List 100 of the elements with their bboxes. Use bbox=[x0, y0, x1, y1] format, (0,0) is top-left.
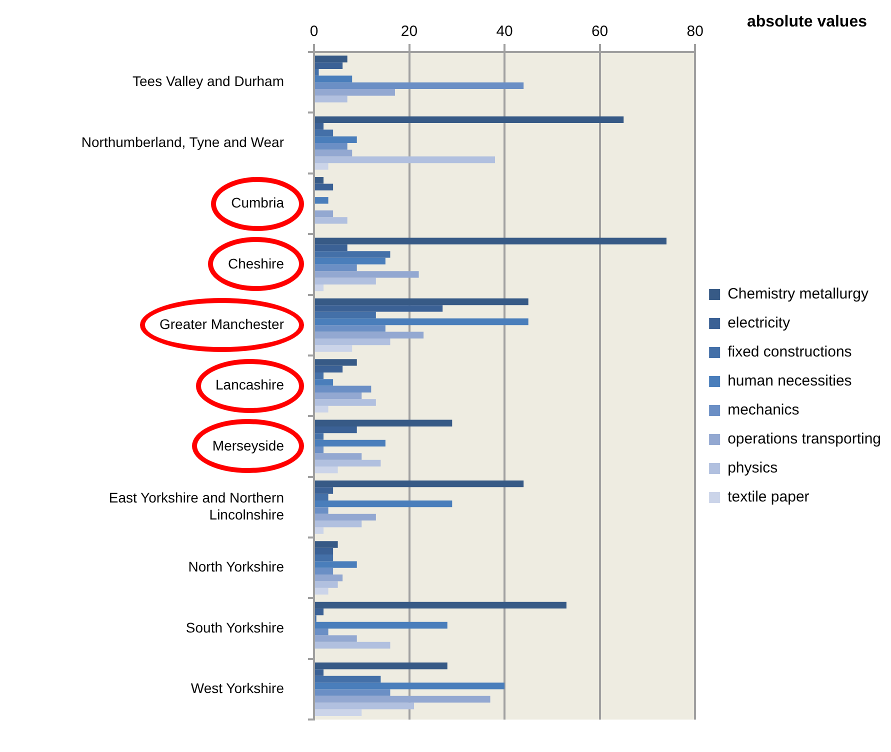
bar bbox=[315, 466, 338, 474]
bar bbox=[315, 379, 334, 386]
bar bbox=[315, 608, 324, 616]
bar bbox=[315, 709, 362, 716]
bar bbox=[315, 244, 348, 252]
bar bbox=[315, 676, 381, 683]
bar bbox=[315, 548, 334, 555]
bar bbox=[315, 359, 357, 366]
bar bbox=[315, 278, 376, 284]
bar bbox=[315, 156, 496, 164]
bar bbox=[315, 568, 334, 575]
y-tick-label: North Yorkshire bbox=[188, 558, 284, 575]
legend-label: operations transporting bbox=[728, 430, 882, 448]
bar bbox=[315, 184, 334, 190]
bar bbox=[315, 642, 390, 649]
y-tick-label: Merseyside bbox=[212, 437, 284, 454]
bar bbox=[315, 62, 343, 69]
y-tick-label: Tees Valley and Durham bbox=[132, 73, 284, 90]
bar bbox=[315, 284, 324, 292]
bar bbox=[315, 332, 424, 338]
bar bbox=[315, 68, 319, 76]
bar bbox=[315, 561, 357, 568]
x-tick-label: 40 bbox=[496, 23, 513, 40]
bar bbox=[315, 662, 448, 670]
bar bbox=[315, 682, 505, 690]
bar bbox=[315, 399, 376, 406]
legend-label: electricity bbox=[728, 314, 791, 332]
bar bbox=[315, 487, 334, 494]
bar bbox=[315, 702, 414, 710]
y-tick-label: Greater Manchester bbox=[160, 316, 284, 332]
bar bbox=[315, 372, 324, 380]
legend-label: Chemistry metallurgy bbox=[728, 286, 869, 303]
bar bbox=[315, 258, 386, 264]
legend-label: human necessities bbox=[728, 372, 852, 390]
bar bbox=[315, 520, 362, 528]
bar bbox=[315, 197, 328, 204]
bar bbox=[315, 574, 343, 582]
bar bbox=[315, 238, 666, 244]
y-tick-label: West Yorkshire bbox=[190, 680, 284, 696]
legend-label: textile paper bbox=[728, 488, 810, 506]
bar bbox=[315, 669, 324, 676]
bar bbox=[315, 163, 328, 170]
bar bbox=[315, 210, 334, 218]
legend-label: mechanics bbox=[728, 402, 800, 419]
bar bbox=[315, 554, 334, 562]
bar bbox=[315, 494, 328, 501]
bar bbox=[315, 696, 490, 703]
bar bbox=[315, 453, 362, 460]
bar bbox=[315, 136, 357, 144]
bar bbox=[315, 312, 376, 318]
bar bbox=[315, 588, 328, 595]
x-tick-label: 0 bbox=[310, 23, 318, 40]
bar bbox=[315, 514, 376, 521]
bar bbox=[315, 123, 324, 130]
bar bbox=[315, 82, 524, 90]
bar bbox=[315, 76, 352, 82]
bar bbox=[315, 460, 381, 467]
bar bbox=[315, 177, 324, 184]
y-tick-label: South Yorkshire bbox=[186, 619, 284, 636]
bar bbox=[315, 366, 343, 372]
bar bbox=[315, 150, 352, 156]
bar bbox=[315, 622, 448, 629]
bar bbox=[315, 386, 372, 392]
bar bbox=[315, 89, 395, 96]
text: absolute values bbox=[746, 13, 868, 30]
bar bbox=[315, 628, 328, 636]
bar bbox=[315, 56, 348, 62]
bar bbox=[315, 318, 528, 326]
bar bbox=[315, 264, 357, 272]
y-tick-label: East Yorkshire and Northern Lincolnshire bbox=[108, 490, 284, 522]
bar bbox=[315, 298, 528, 306]
bar bbox=[315, 325, 386, 332]
bar bbox=[315, 392, 362, 400]
bar bbox=[315, 602, 566, 609]
bar bbox=[315, 217, 348, 224]
bar bbox=[315, 541, 338, 548]
y-tick-label: Lancashire bbox=[216, 376, 284, 393]
bar bbox=[315, 143, 348, 150]
bar bbox=[315, 420, 452, 426]
legend-label: physics bbox=[728, 460, 778, 477]
y-tick-label: Northumberland, Tyne and Wear bbox=[81, 134, 284, 150]
bar bbox=[315, 426, 357, 434]
bar bbox=[315, 345, 352, 352]
bar bbox=[315, 581, 338, 588]
bar bbox=[315, 251, 390, 258]
bar bbox=[315, 433, 324, 440]
legend-label: fixed constructions bbox=[728, 344, 852, 361]
x-tick-label: 20 bbox=[400, 23, 418, 40]
bar bbox=[315, 116, 624, 124]
bar bbox=[315, 96, 348, 102]
y-tick-label: Cumbria bbox=[231, 194, 284, 211]
x-tick-label: 80 bbox=[686, 23, 704, 40]
bar bbox=[315, 130, 334, 136]
bar bbox=[315, 500, 452, 508]
bar bbox=[315, 635, 357, 642]
bar bbox=[315, 406, 328, 413]
bar bbox=[315, 446, 324, 454]
y-tick-label: Cheshire bbox=[228, 255, 284, 272]
bar bbox=[315, 527, 324, 534]
bar bbox=[315, 338, 390, 346]
